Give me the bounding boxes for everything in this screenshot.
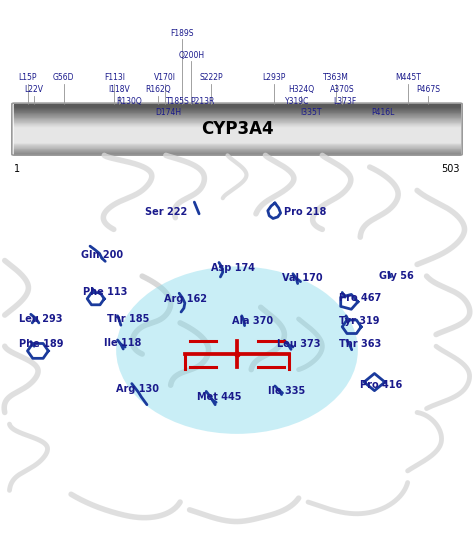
Text: Ser 222: Ser 222: [145, 207, 187, 217]
Text: Ala 370: Ala 370: [232, 316, 273, 326]
Text: I335T: I335T: [300, 108, 322, 117]
Text: Ile 335: Ile 335: [268, 386, 305, 396]
Text: L15P: L15P: [18, 73, 37, 82]
Text: 1: 1: [14, 164, 20, 174]
Text: L373F: L373F: [333, 97, 356, 106]
Text: Ile 118: Ile 118: [104, 338, 142, 348]
Text: CYP3A4: CYP3A4: [201, 120, 273, 138]
Text: P213R: P213R: [191, 97, 215, 106]
Text: Q200H: Q200H: [178, 51, 204, 60]
Text: F189S: F189S: [170, 29, 193, 38]
Text: Y319C: Y319C: [284, 97, 309, 106]
Text: Phe 189: Phe 189: [19, 339, 64, 349]
Text: P467S: P467S: [416, 85, 440, 94]
Text: Met 445: Met 445: [197, 392, 241, 402]
Text: Leu 293: Leu 293: [19, 314, 63, 324]
Text: T363M: T363M: [323, 73, 349, 82]
Text: Arg 130: Arg 130: [116, 384, 159, 394]
Text: L22V: L22V: [24, 85, 43, 94]
Text: F113I: F113I: [104, 73, 125, 82]
Text: Phe 113: Phe 113: [83, 287, 128, 296]
Text: 503: 503: [441, 164, 460, 174]
Text: I118V: I118V: [108, 85, 129, 94]
Text: R130Q: R130Q: [117, 97, 142, 106]
Text: Pro 416: Pro 416: [360, 380, 402, 390]
Text: Leu 373: Leu 373: [277, 339, 321, 349]
Text: Asp 174: Asp 174: [211, 263, 255, 273]
Text: S222P: S222P: [199, 73, 223, 82]
Text: G56D: G56D: [53, 73, 74, 82]
Text: Val 170: Val 170: [282, 273, 323, 283]
Text: P416L: P416L: [371, 108, 394, 117]
Text: Thr 185: Thr 185: [107, 314, 149, 324]
Text: Pro 218: Pro 218: [284, 207, 327, 217]
Text: D174H: D174H: [155, 108, 182, 117]
Text: Thr 363: Thr 363: [339, 339, 381, 349]
Text: T185S: T185S: [166, 97, 190, 106]
Text: Arg 162: Arg 162: [164, 294, 207, 305]
Text: H324Q: H324Q: [288, 85, 314, 94]
Text: L293P: L293P: [262, 73, 285, 82]
Text: Tyr 319: Tyr 319: [339, 316, 379, 326]
Text: Gln 200: Gln 200: [81, 250, 123, 260]
Text: R162Q: R162Q: [145, 85, 171, 94]
Text: M445T: M445T: [395, 73, 421, 82]
Text: A370S: A370S: [329, 85, 354, 94]
Text: Pro 467: Pro 467: [339, 293, 381, 302]
Ellipse shape: [116, 266, 358, 434]
Text: Gly 56: Gly 56: [379, 271, 414, 281]
Text: V170I: V170I: [154, 73, 176, 82]
